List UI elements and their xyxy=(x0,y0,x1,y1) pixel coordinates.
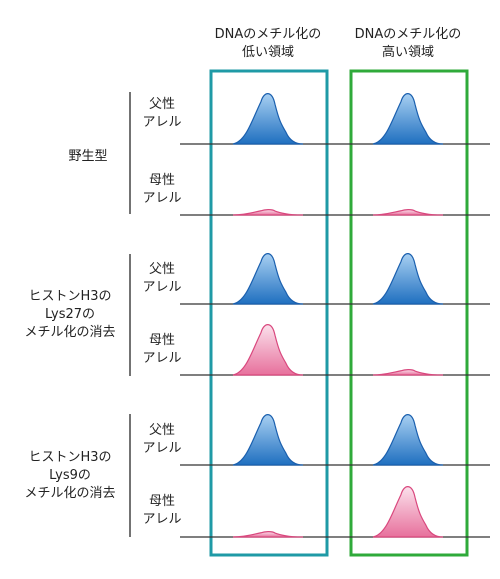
group-label-lys27-line1: ヒストンH3の xyxy=(28,289,111,304)
maternal-expression-peak xyxy=(232,531,304,538)
paternal-expression-peak xyxy=(372,253,444,305)
paternal-expression-peak xyxy=(232,253,304,305)
paternal-expression-peak xyxy=(372,414,444,466)
paternal-expression-peak xyxy=(232,414,304,466)
group-label-lys9-line1: ヒストンH3の xyxy=(28,450,111,465)
allele-label-paternal: アレル xyxy=(142,280,181,295)
group-label-lys9-line3: メチル化の消去 xyxy=(24,486,115,501)
peaks-layer xyxy=(232,93,444,538)
maternal-expression-peak xyxy=(232,209,304,216)
group-label-lys27-line3: メチル化の消去 xyxy=(24,325,115,340)
maternal-expression-peak xyxy=(372,486,444,538)
column-header-high-line2: 高い領域 xyxy=(382,44,434,60)
allele-label-paternal: 父性 xyxy=(149,423,175,438)
high-methylation-region-box xyxy=(349,69,469,557)
allele-label-paternal: アレル xyxy=(142,115,181,130)
low-methylation-region-box xyxy=(209,69,329,557)
column-header-low-line1: DNAのメチル化の xyxy=(215,27,322,42)
paternal-expression-peak xyxy=(372,93,444,145)
maternal-expression-peak xyxy=(372,209,444,216)
allele-label-paternal: アレル xyxy=(142,441,181,456)
group-label-wildtype: 野生型 xyxy=(68,149,107,164)
column-header-low-line2: 低い領域 xyxy=(242,44,294,60)
group-label-lys27-line2: Lys27の xyxy=(45,307,95,322)
column-header-high-line1: DNAのメチル化の xyxy=(355,27,462,42)
paternal-expression-peak xyxy=(232,93,304,145)
group-label-lys9-line2: Lys9の xyxy=(49,468,91,483)
allele-label-maternal: アレル xyxy=(142,191,181,206)
allele-label-maternal: 母性 xyxy=(149,333,175,348)
allele-label-maternal: 母性 xyxy=(149,494,175,509)
allele-label-maternal: 母性 xyxy=(149,173,175,188)
allele-label-paternal: 父性 xyxy=(149,97,175,112)
allele-label-paternal: 父性 xyxy=(149,262,175,277)
allele-label-maternal: アレル xyxy=(142,351,181,366)
allele-label-maternal: アレル xyxy=(142,512,181,527)
maternal-expression-peak xyxy=(372,369,444,376)
maternal-expression-peak xyxy=(232,324,304,376)
